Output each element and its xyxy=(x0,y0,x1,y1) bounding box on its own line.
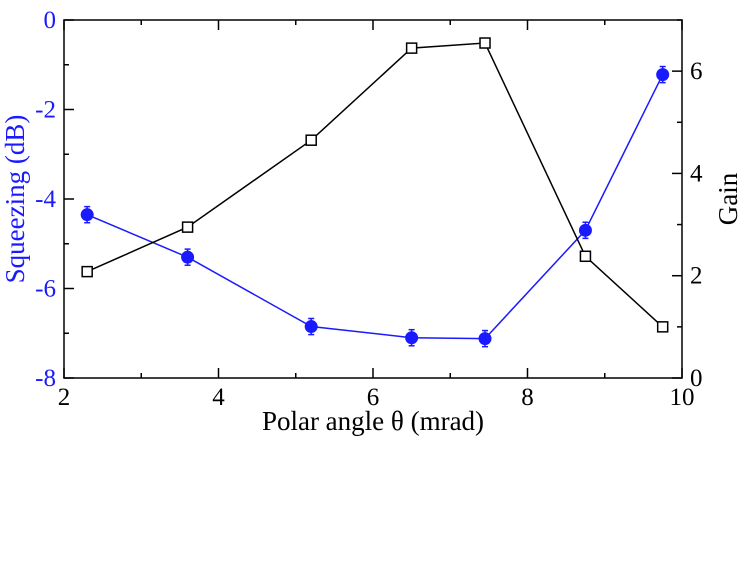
left-y-tick-label: -6 xyxy=(35,276,56,303)
gain-series-line xyxy=(86,42,664,328)
series-markers xyxy=(80,37,670,348)
x-tick-label: 2 xyxy=(58,384,71,411)
x-tick-label: 8 xyxy=(521,384,534,411)
axis-tick-labels: 2 4 6 8 10 -8 -6 -4 -2 0 0 2 4 6 xyxy=(35,7,703,411)
x-tick-label: 10 xyxy=(670,384,695,411)
gain-point xyxy=(479,37,491,49)
squeezing-series-line xyxy=(86,74,664,340)
right-y-tick-label: 6 xyxy=(690,58,703,85)
right-y-tick-label: 0 xyxy=(690,365,703,392)
x-axis-title: Polar angle θ (mrad) xyxy=(262,406,484,436)
x-tick-label: 4 xyxy=(212,384,225,411)
right-y-tick-label: 4 xyxy=(690,160,703,187)
left-y-tick-label: 0 xyxy=(44,7,57,34)
gain-point xyxy=(656,321,669,333)
squeezing-point xyxy=(80,208,94,222)
left-y-tick-label: -8 xyxy=(35,365,56,392)
right-y-axis-title: Gain xyxy=(713,172,743,225)
left-y-tick-label: -2 xyxy=(35,97,56,124)
squeezing-point xyxy=(656,68,670,82)
squeezing-point xyxy=(304,320,318,334)
squeezing-point xyxy=(405,331,419,345)
gain-point xyxy=(181,221,194,233)
left-y-axis-title: Squeezing (dB) xyxy=(0,115,30,284)
right-y-tick-label: 2 xyxy=(690,263,703,290)
plot-frame xyxy=(63,19,683,379)
gain-point xyxy=(405,42,418,54)
left-y-tick-label: -4 xyxy=(35,186,56,213)
squeezing-point xyxy=(578,223,592,237)
series-lines xyxy=(86,42,664,340)
x-tick-label: 6 xyxy=(367,384,380,411)
gain-point xyxy=(81,265,93,278)
squeezing-point xyxy=(181,250,195,264)
gain-point xyxy=(579,250,592,263)
squeezing-point xyxy=(478,332,492,346)
gain-point xyxy=(305,134,317,146)
axis-ticks xyxy=(63,19,683,379)
